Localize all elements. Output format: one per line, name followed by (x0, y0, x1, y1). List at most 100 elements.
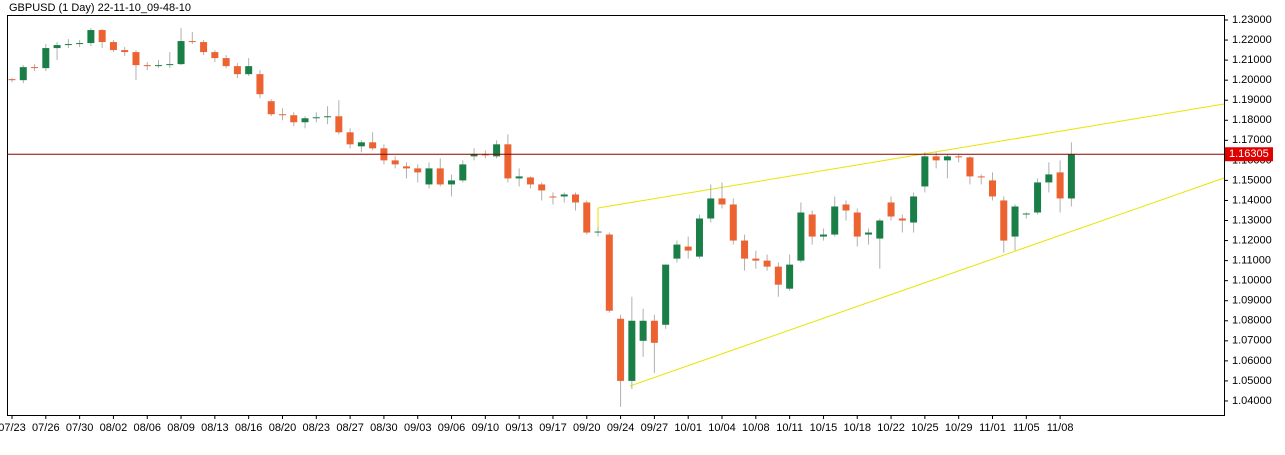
x-tick-label: 10/04 (708, 422, 736, 434)
x-tick-label: 11/01 (979, 422, 1006, 434)
candle-body (955, 156, 963, 158)
candle-body (391, 160, 399, 165)
candle-body (177, 41, 185, 65)
candle-body (718, 198, 726, 205)
candle-body (583, 202, 591, 233)
candle-body (932, 156, 940, 161)
candle-body (166, 64, 174, 66)
y-tick-label: 1.06000 (1232, 355, 1272, 367)
y-tick-label: 1.07000 (1232, 335, 1272, 347)
y-tick-label: 1.08000 (1232, 315, 1272, 327)
candle-body (346, 132, 354, 145)
candle-body (132, 52, 140, 66)
x-tick-label: 10/15 (810, 422, 838, 434)
candle-body (278, 114, 286, 116)
y-tick-label: 1.14000 (1232, 194, 1272, 206)
y-tick-label: 1.17000 (1232, 134, 1272, 146)
candle-body (741, 240, 749, 259)
lower-trend-line (629, 177, 1225, 387)
x-tick-label: 10/08 (742, 422, 770, 434)
candle-body (808, 214, 816, 237)
x-tick-label: 09/24 (607, 422, 635, 434)
candle-body (245, 66, 253, 75)
candle-body (966, 157, 974, 177)
candle-body (1056, 172, 1064, 199)
candle-body (414, 168, 422, 173)
candle-body (898, 218, 906, 221)
candle-body (504, 144, 512, 179)
candle-body (1034, 182, 1042, 213)
y-tick-label: 1.20000 (1232, 74, 1272, 86)
candle-body (842, 204, 850, 211)
x-tick-label: 08/27 (336, 422, 364, 434)
candle-body (673, 244, 681, 259)
x-tick-label: 10/18 (843, 422, 871, 434)
x-tick-label: 10/01 (674, 422, 702, 434)
x-tick-label: 08/02 (100, 422, 128, 434)
candle-body (64, 44, 72, 46)
candle-body (267, 101, 275, 115)
y-tick-label: 1.15000 (1232, 174, 1272, 186)
y-tick-label: 1.18000 (1232, 114, 1272, 126)
candle-body (369, 142, 377, 149)
x-tick-label: 09/27 (641, 422, 669, 434)
x-tick-label: 07/30 (66, 422, 94, 434)
candle-body (493, 144, 501, 157)
x-tick-label: 10/25 (911, 422, 939, 434)
candle-body (459, 164, 467, 181)
candle-body (819, 234, 827, 237)
candle-body (695, 218, 703, 257)
candle-body (256, 74, 264, 95)
candle-body (865, 232, 873, 235)
price-label: 1.16305 (1229, 148, 1269, 160)
y-tick-label: 1.19000 (1232, 94, 1272, 106)
candle-body (977, 176, 985, 178)
x-tick-label: 08/06 (133, 422, 161, 434)
candle-body (662, 264, 670, 325)
x-tick-label: 09/17 (539, 422, 567, 434)
candle-body (729, 204, 737, 241)
candle-body (538, 184, 546, 191)
candle-body (402, 166, 410, 169)
y-tick-label: 1.13000 (1232, 214, 1272, 226)
candle-body (1000, 200, 1008, 241)
candle-body (448, 180, 456, 185)
candle-body (639, 320, 647, 341)
candle-body (42, 48, 50, 69)
candle-body (774, 266, 782, 285)
y-tick-label: 1.11000 (1232, 255, 1271, 267)
candle-body (797, 212, 805, 261)
candle-body (211, 52, 219, 59)
candle-body (910, 196, 918, 223)
candle-body (87, 30, 95, 44)
x-tick-label: 11/05 (1013, 422, 1040, 434)
candle-body (200, 42, 208, 53)
candle-body (515, 176, 523, 179)
x-tick-label: 07/26 (32, 422, 60, 434)
candle-body (76, 43, 84, 45)
candle-body (650, 320, 658, 343)
plot-frame (7, 15, 1225, 416)
candle-body (921, 156, 929, 187)
candle-body (628, 320, 636, 381)
x-tick-label: 10/22 (877, 422, 905, 434)
candle-body (617, 318, 625, 381)
candle-body (425, 168, 433, 185)
candle-body (8, 79, 16, 81)
candle-body (988, 180, 996, 197)
x-tick-label: 08/20 (269, 422, 297, 434)
candle-body (301, 118, 309, 123)
candle-body (853, 212, 861, 237)
candle-body (594, 231, 602, 233)
candle-body (121, 50, 129, 53)
x-tick-label: 08/09 (167, 422, 195, 434)
candle-body (98, 30, 106, 43)
price-label-box (1225, 147, 1273, 162)
candle-body (707, 198, 715, 219)
y-tick-label: 1.04000 (1232, 395, 1272, 407)
candle-body (188, 41, 196, 43)
candle-body (481, 154, 489, 156)
candle-body (876, 220, 884, 239)
candle-body (1011, 206, 1019, 237)
